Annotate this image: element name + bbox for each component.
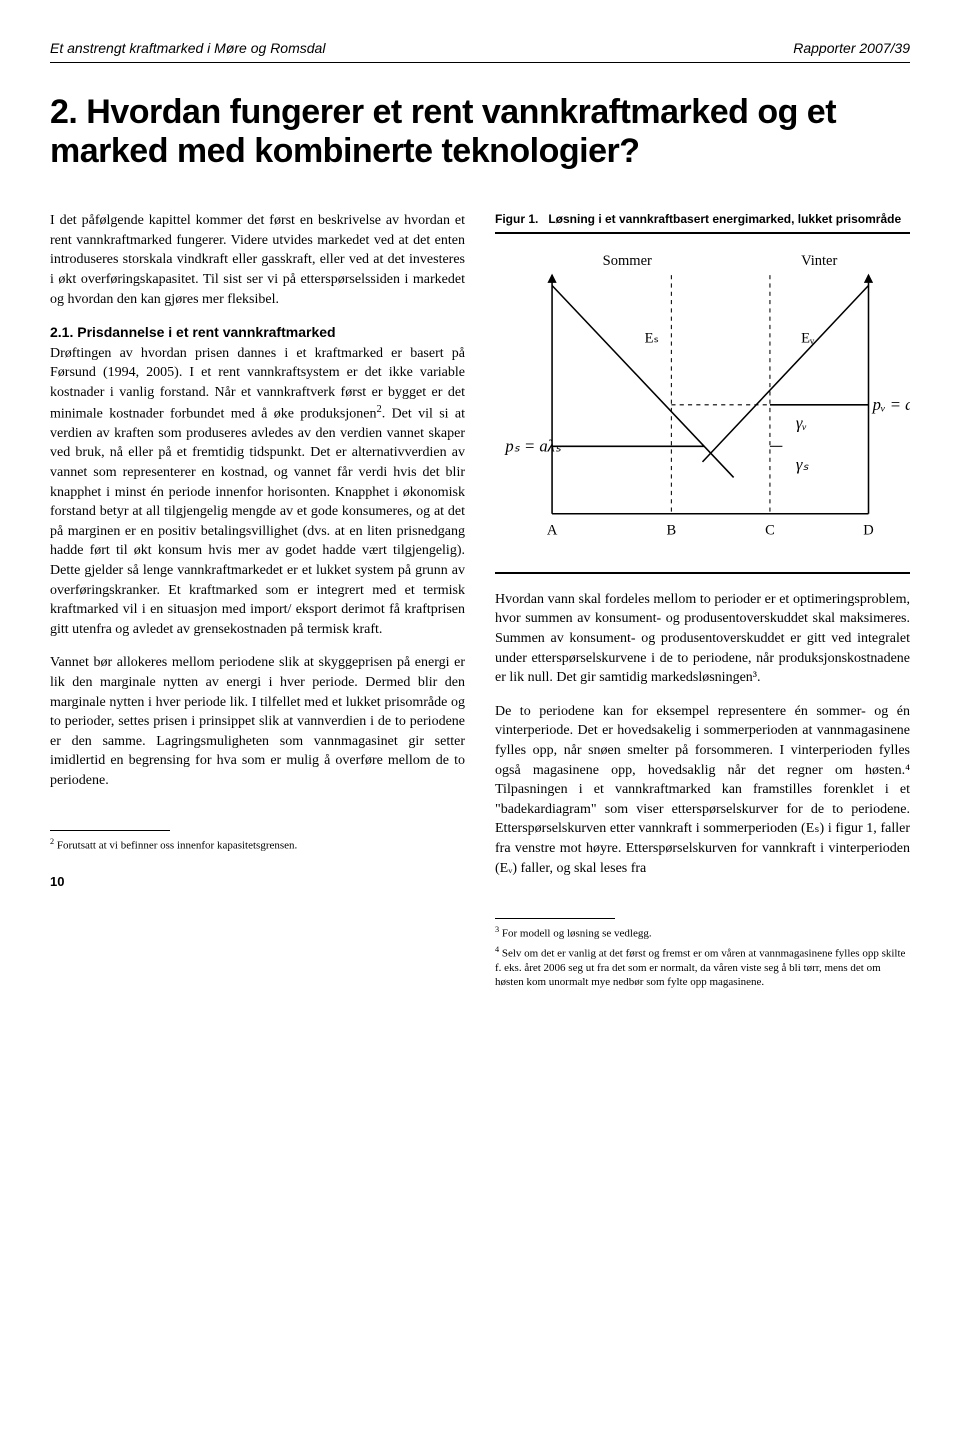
svg-text:pₛ = aλₛ: pₛ = aλₛ xyxy=(504,436,561,455)
periods-paragraph: De to periodene kan for eksempel represe… xyxy=(495,702,910,878)
section-2-1: 2.1. Prisdannelse i et rent vannkraftmar… xyxy=(50,323,465,639)
svg-text:Vinter: Vinter xyxy=(801,253,837,269)
footnote-3: 3 For modell og løsning se vedlegg. xyxy=(495,925,910,941)
svg-text:D: D xyxy=(863,522,873,538)
subheading-2-1: 2.1. Prisdannelse i et rent vannkraftmar… xyxy=(50,324,336,340)
two-column-layout: I det påfølgende kapittel kommer det før… xyxy=(50,211,910,989)
bathtub-diagram: Sommer Vinter Eₛ Eᵥ pₛ = aλₛ pᵥ = aλᵥ γᵥ γₛ A B C D xyxy=(495,244,910,555)
header-rule xyxy=(50,62,910,63)
footnote-rule-right xyxy=(495,918,615,919)
svg-text:B: B xyxy=(667,522,677,538)
p2-part-b: . Det vil si at verdien av kraften som p… xyxy=(50,406,465,637)
figure-rule xyxy=(495,232,910,234)
right-column: Figur 1. Løsning i et vannkraftbasert en… xyxy=(495,211,910,989)
allocation-paragraph: Vannet bør allokeres mellom periodene sl… xyxy=(50,653,465,790)
svg-text:pᵥ = aλᵥ: pᵥ = aλᵥ xyxy=(872,395,910,414)
figure-1: Figur 1. Løsning i et vannkraftbasert en… xyxy=(495,211,910,574)
svg-text:C: C xyxy=(765,522,775,538)
figure-caption: Figur 1. Løsning i et vannkraftbasert en… xyxy=(495,211,910,228)
chapter-title: 2. Hvordan fungerer et rent vannkraftmar… xyxy=(50,93,910,171)
left-column: I det påfølgende kapittel kommer det før… xyxy=(50,211,465,989)
header-right: Rapporter 2007/39 xyxy=(793,40,910,56)
intro-paragraph: I det påfølgende kapittel kommer det før… xyxy=(50,211,465,309)
svg-text:Eᵥ: Eᵥ xyxy=(801,331,815,347)
page-number: 10 xyxy=(50,873,465,891)
svg-text:Sommer: Sommer xyxy=(603,253,652,269)
optimization-paragraph: Hvordan vann skal fordeles mellom to per… xyxy=(495,590,910,688)
footnote-rule-left xyxy=(50,830,170,831)
svg-text:A: A xyxy=(547,522,558,538)
footnote-4: 4 Selv om det er vanlig at det først og … xyxy=(495,945,910,990)
running-header: Et anstrengt kraftmarked i Møre og Romsd… xyxy=(50,40,910,56)
footnote-2: 2 Forutsatt at vi befinner oss innenfor … xyxy=(50,837,465,853)
svg-text:Eₛ: Eₛ xyxy=(645,331,659,347)
figure-title: Løsning i et vannkraftbasert energimarke… xyxy=(548,211,901,228)
svg-text:γᵥ: γᵥ xyxy=(796,414,807,433)
svg-text:γₛ: γₛ xyxy=(796,455,810,474)
figure-label: Figur 1. xyxy=(495,211,538,228)
header-left: Et anstrengt kraftmarked i Møre og Romsd… xyxy=(50,40,325,56)
figure-rule-bottom xyxy=(495,572,910,574)
